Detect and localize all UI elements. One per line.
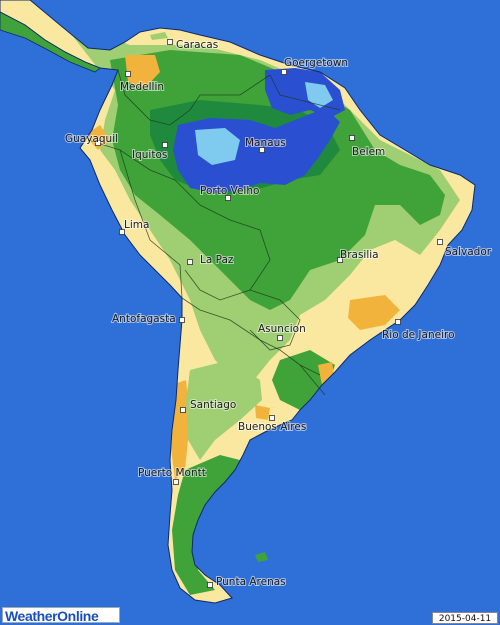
city-label-santiago: Santiago [190, 399, 236, 411]
city-marker-punta-arenas [207, 582, 213, 588]
city-marker-guayaquil [95, 140, 101, 146]
caribbean-island [150, 32, 168, 40]
city-label-goergetown: Goergetown [284, 57, 348, 69]
city-label-caracas: Caracas [176, 39, 218, 51]
city-label-asuncion: Asuncion [258, 323, 306, 335]
city-marker-buenos-aires [269, 415, 275, 421]
falkland-islands [255, 552, 268, 562]
city-marker-iquitos [162, 142, 168, 148]
city-label-iquitos: Iquitos [132, 149, 167, 161]
city-label-guayaquil: Guayaquil [65, 133, 118, 145]
extreme-rain-zone-guiana [305, 82, 333, 108]
city-marker-manaus [259, 147, 265, 153]
city-label-manaus: Manaus [245, 137, 286, 149]
city-label-lima: Lima [124, 219, 149, 231]
city-label-punta-arenas: Punta Arenas [216, 576, 286, 588]
weatheronline-logo: WeatherOnline [2, 607, 120, 624]
city-marker-antofagasta [179, 317, 185, 323]
city-label-rio-de-janeiro: Rio de Janeiro [382, 329, 455, 341]
city-label-medellin: Medellin [120, 81, 164, 93]
city-label-puerto-montt: Puerto Montt [138, 467, 206, 479]
very-dry-zone-pampas [255, 405, 270, 420]
country-borders [87, 69, 341, 396]
city-label-salvador: Salvador [445, 246, 492, 258]
city-marker-santiago [180, 407, 186, 413]
city-marker-brasilia [337, 257, 343, 263]
city-marker-puerto-montt [173, 479, 179, 485]
moderate-zone-argentina [186, 360, 262, 460]
city-marker-salvador [437, 239, 443, 245]
city-marker-lima [119, 229, 125, 235]
extreme-rain-zone [195, 128, 240, 165]
city-marker-goergetown [281, 69, 287, 75]
heavy-rain-zone-guiana [265, 68, 345, 118]
city-label-antofagasta: Antofagasta [112, 313, 176, 325]
very-dry-zone-colombia [125, 55, 160, 88]
very-dry-zone-rio [348, 295, 400, 330]
city-marker-caracas [167, 39, 173, 45]
date-stamp: 2015-04-11 [432, 612, 498, 624]
city-label-buenos-aires: Buenos Aires [238, 421, 306, 433]
city-markers: Caracas Goergetown Medellin Guayaquil Iquito… [64, 38, 493, 589]
city-marker-medellin [125, 71, 131, 77]
city-label-brasilia: Brasilia [340, 249, 379, 261]
city-label-porto-velho: Porto Velho [200, 185, 259, 197]
city-label-belem: Belem [352, 146, 385, 158]
city-marker-rio-de-janeiro [395, 319, 401, 325]
city-marker-belem [349, 135, 355, 141]
city-marker-porto-velho [225, 195, 231, 201]
central-america [0, 11, 101, 73]
city-marker-la-paz [187, 259, 193, 265]
city-marker-asuncion [277, 335, 283, 341]
city-label-la-paz: La Paz [200, 254, 234, 266]
